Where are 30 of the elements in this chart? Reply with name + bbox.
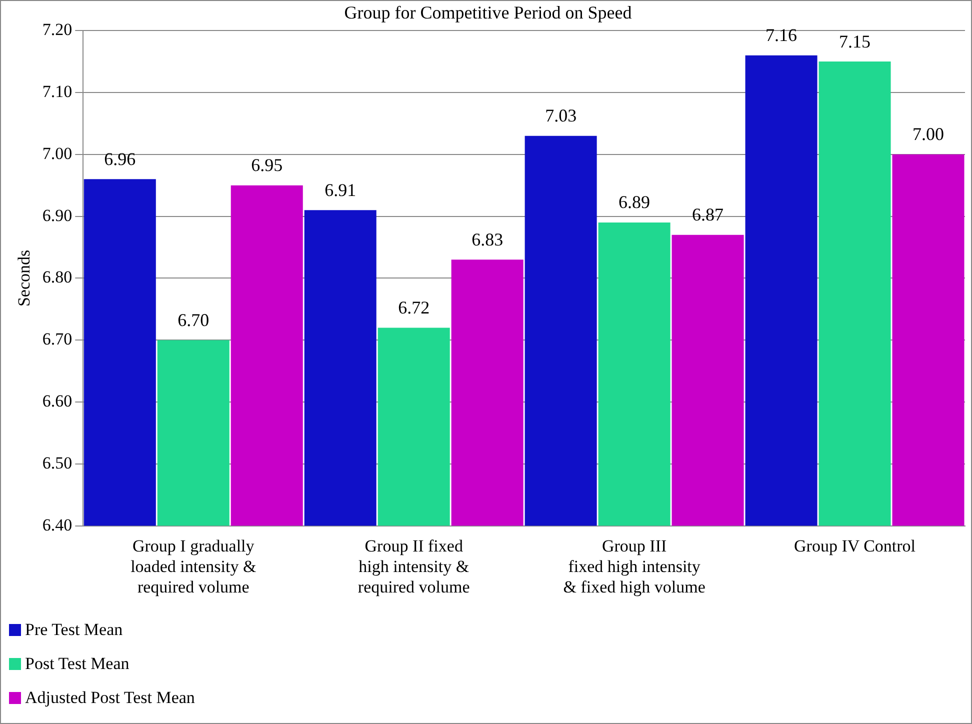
- y-tick-label: 7.10: [42, 82, 72, 101]
- chart-title: Group for Competitive Period on Speed: [344, 2, 632, 23]
- data-label: 7.15: [839, 31, 871, 52]
- y-tick-label: 6.60: [42, 391, 72, 410]
- x-tick-label: Group II fixed high intensity & required volume: [358, 536, 470, 596]
- data-label: 6.91: [324, 180, 356, 200]
- data-label: 7.16: [766, 25, 798, 46]
- legend-label: Adjusted Post Test Mean: [25, 688, 195, 708]
- data-label: 7.03: [545, 106, 577, 126]
- x-tick-label: Group I gradually loaded intensity & required volume: [130, 536, 256, 596]
- legend-label: Post Test Mean: [25, 654, 130, 674]
- data-label: 7.00: [912, 124, 944, 144]
- x-tick-label: Group IV Control: [794, 536, 916, 556]
- y-tick-label: 6.90: [42, 206, 72, 225]
- data-label: 6.72: [398, 297, 430, 318]
- legend-label: Pre Test Mean: [25, 620, 123, 640]
- y-tick-label: 7.00: [42, 144, 72, 163]
- y-tick-label: 6.80: [42, 268, 72, 287]
- y-tick-label: 6.70: [42, 330, 72, 349]
- data-label: 6.96: [104, 148, 136, 169]
- y-tick-label: 6.40: [42, 515, 72, 534]
- y-tick-label: 7.20: [42, 20, 72, 40]
- data-label: 6.95: [251, 155, 283, 176]
- y-axis-title: Seconds: [14, 250, 34, 307]
- y-tick-label: 6.50: [42, 453, 72, 472]
- data-label: 6.87: [692, 204, 724, 225]
- data-label: 6.83: [472, 229, 504, 250]
- data-label: 6.89: [618, 192, 650, 212]
- x-tick-label: Group III fixed high intensity & fixed high volume: [563, 536, 706, 596]
- data-label: 6.70: [178, 310, 210, 330]
